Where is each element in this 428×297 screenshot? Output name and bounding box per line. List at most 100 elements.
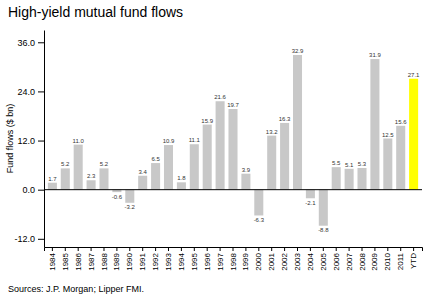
bar — [293, 55, 302, 190]
x-tick-label: 2006 — [332, 252, 341, 270]
x-tick-mark — [336, 247, 337, 251]
data-label: -0.6 — [112, 194, 123, 200]
x-tick-label: 1996 — [203, 252, 212, 270]
x-tick-mark — [362, 247, 363, 251]
y-tick-mark — [38, 91, 44, 92]
data-label: 13.2 — [266, 129, 278, 135]
data-label: -8.8 — [318, 227, 329, 233]
x-tick: 2009 — [370, 247, 379, 271]
plot-area — [44, 55, 422, 226]
bar — [345, 169, 354, 190]
data-label: 10.9 — [163, 138, 175, 144]
x-tick-mark — [413, 247, 414, 251]
x-tick-label: 2000 — [254, 252, 263, 270]
x-tick-mark — [297, 247, 298, 251]
x-tick-mark — [258, 247, 259, 251]
y-axis-line — [44, 31, 45, 248]
data-label: 2.3 — [87, 173, 96, 179]
x-tick-mark — [181, 247, 182, 251]
data-labels: 1.75.211.02.35.2-0.6-3.23.46.510.91.811.… — [48, 48, 420, 233]
data-label: -2.1 — [305, 200, 316, 206]
y-tick-label: 0.0 — [22, 185, 35, 195]
x-tick: 2002 — [280, 247, 289, 271]
x-tick: YTD — [409, 247, 418, 269]
x-tick-label: 1997 — [216, 252, 225, 270]
data-label: 16.3 — [279, 116, 291, 122]
x-tick-label: 2007 — [345, 252, 354, 270]
x-tick-label: 1985 — [61, 252, 70, 270]
x-tick-label: 1984 — [48, 252, 57, 270]
x-tick: 2005 — [319, 247, 328, 271]
x-tick-mark — [374, 247, 375, 251]
x-tick-label: 2010 — [383, 252, 392, 270]
bar — [228, 109, 237, 190]
data-label: 31.9 — [369, 52, 381, 58]
bar — [203, 125, 212, 190]
data-label: 21.6 — [214, 94, 226, 100]
x-tick: 2006 — [332, 247, 341, 271]
bar — [319, 190, 328, 226]
x-tick-mark — [65, 247, 66, 251]
x-tick-mark — [400, 247, 401, 251]
x-tick: 2010 — [383, 247, 392, 271]
x-tick: 1997 — [216, 247, 225, 271]
x-tick: 1991 — [138, 247, 147, 271]
title: High-yield mutual fund flows — [8, 4, 183, 20]
x-tick-mark — [129, 247, 130, 251]
y-tick: 24.0 — [17, 87, 44, 97]
x-tick-label: 1990 — [125, 252, 134, 270]
x-tick-mark — [245, 247, 246, 251]
x-tick: 1998 — [229, 247, 238, 271]
x-tick-label: 2001 — [267, 252, 276, 270]
y-tick-mark — [38, 42, 44, 43]
x-tick-label: 2005 — [319, 252, 328, 270]
bar — [306, 190, 315, 199]
x-tick: 1996 — [203, 247, 212, 271]
data-label: 15.6 — [395, 119, 407, 125]
data-label: 11.1 — [189, 137, 201, 143]
x-tick: 1987 — [87, 247, 96, 271]
x-tick-mark — [284, 247, 285, 251]
bar — [241, 174, 250, 190]
bar — [151, 163, 160, 190]
x-tick: 1993 — [164, 247, 173, 271]
data-label: 5.3 — [358, 161, 367, 167]
x-tick: 2004 — [306, 247, 315, 271]
data-label: 5.5 — [332, 160, 341, 166]
data-label: 27.1 — [408, 72, 420, 78]
y-tick-mark — [38, 141, 44, 142]
bar — [48, 183, 57, 190]
annotation: Sources: J.P. Morgan; Lipper FMI. — [8, 284, 144, 294]
x-tick-label: 1991 — [138, 252, 147, 270]
y-tick-mark — [38, 190, 44, 191]
data-label: 5.2 — [61, 161, 70, 167]
x-tick: 1992 — [151, 247, 160, 271]
x-tick-mark — [168, 247, 169, 251]
x-tick-mark — [233, 247, 234, 251]
x-tick: 1990 — [125, 247, 134, 271]
x-tick-mark — [52, 247, 53, 251]
bar — [383, 139, 392, 190]
y-tick: 12.0 — [17, 136, 44, 146]
data-label: 15.9 — [201, 118, 213, 124]
x-tick-label: 1988 — [100, 252, 109, 270]
bar — [125, 190, 134, 203]
data-label: 19.7 — [227, 102, 239, 108]
bar — [254, 190, 263, 216]
chart: -12.00.012.024.036.019841985198619871988… — [0, 0, 428, 297]
x-tick-label: 1986 — [74, 252, 83, 270]
x-tick-mark — [194, 247, 195, 251]
data-label: -6.3 — [254, 217, 265, 223]
bar — [280, 123, 289, 190]
bar — [87, 180, 96, 189]
x-tick-label: 1992 — [151, 252, 160, 270]
bar — [99, 168, 108, 189]
y-tick-label: 24.0 — [17, 87, 35, 97]
data-label: 6.5 — [151, 156, 160, 162]
x-tick-label: 1994 — [177, 252, 186, 270]
bar — [138, 176, 147, 190]
data-label: 5.2 — [100, 161, 109, 167]
x-tick-label: 2008 — [358, 252, 367, 270]
y-axis-title: Fund flows ($ bn) — [5, 104, 15, 174]
data-label: 3.4 — [139, 169, 148, 175]
